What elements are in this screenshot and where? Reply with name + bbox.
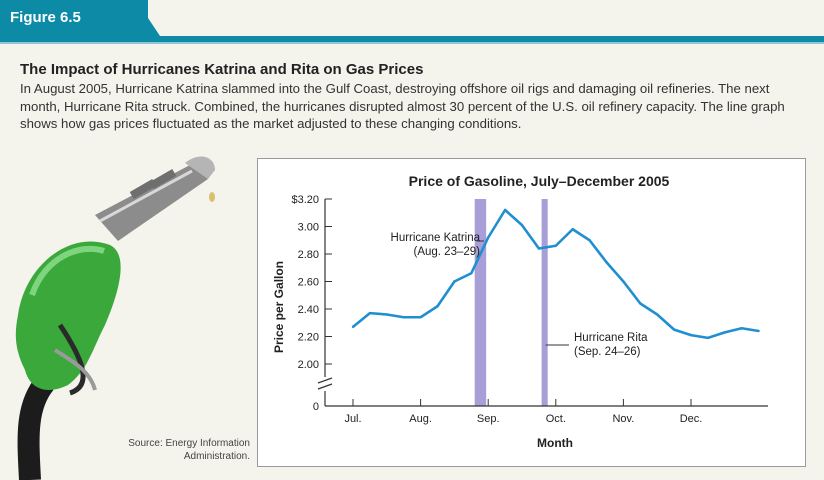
- price-point: [740, 327, 743, 330]
- event-band-0: [474, 199, 487, 406]
- price-line: [352, 208, 759, 340]
- gas-nozzle-icon: [15, 156, 215, 480]
- rita-dates: (Sep. 24–26): [574, 346, 641, 358]
- price-point: [639, 302, 642, 305]
- price-point: [368, 311, 372, 315]
- price-point: [453, 280, 456, 283]
- price-point: [351, 325, 355, 329]
- gas-price-line-chart: Price of Gasoline, July–December 2005 Pr…: [272, 173, 768, 450]
- figure-tab-label: Figure 6.5: [10, 9, 81, 26]
- price-point: [588, 239, 591, 242]
- katrina-label: Hurricane Katrina: [391, 232, 481, 244]
- price-point: [402, 316, 405, 319]
- y-tick-label: 3.00: [298, 222, 319, 234]
- x-tick-label: Nov.: [612, 413, 634, 425]
- price-point: [520, 223, 524, 227]
- figure-tab: Figure 6.5: [0, 0, 148, 36]
- axis-break-mark: [317, 377, 333, 390]
- price-point: [419, 316, 422, 319]
- y-tick-label: 2.60: [298, 277, 319, 289]
- y-axis-label: Price per Gallon: [272, 261, 286, 353]
- price-point: [436, 305, 439, 308]
- x-tick-label: Aug.: [409, 413, 432, 425]
- y-tick-label: 2.80: [298, 249, 319, 261]
- header-band: [0, 36, 824, 42]
- figure-intro: In August 2005, Hurricane Katrina slamme…: [20, 81, 785, 131]
- price-point: [470, 272, 473, 275]
- source-line-2: Administration.: [183, 451, 250, 462]
- katrina-dates: (Aug. 23–29): [414, 246, 481, 258]
- price-point: [706, 336, 710, 340]
- price-point: [554, 244, 557, 247]
- rita-label: Hurricane Rita: [574, 332, 648, 344]
- x-tick-label: Oct.: [546, 413, 566, 425]
- price-point: [656, 313, 659, 316]
- price-point: [622, 280, 625, 283]
- x-tick-label: Jul.: [344, 413, 361, 425]
- price-point: [487, 236, 490, 239]
- price-point: [723, 331, 726, 334]
- y-tick-label: 0: [313, 401, 319, 413]
- header-band-light: [0, 42, 824, 44]
- price-point: [689, 333, 693, 337]
- source-line-1: Source: Energy Information: [128, 438, 250, 449]
- chart-title: Price of Gasoline, July–December 2005: [409, 173, 670, 189]
- y-tick-label: 2.20: [298, 332, 319, 344]
- y-tick-label: 2.00: [298, 359, 319, 371]
- price-point: [757, 329, 760, 333]
- event-band-1: [541, 199, 548, 406]
- figure-heading: The Impact of Hurricanes Katrina and Rit…: [20, 61, 424, 78]
- figure-tab-edge: [136, 0, 160, 36]
- price-point: [605, 261, 608, 264]
- price-point: [537, 247, 541, 250]
- x-axis-label: Month: [537, 436, 573, 450]
- y-tick-label: $3.20: [291, 194, 319, 206]
- price-point: [672, 328, 676, 331]
- chart-panel: Price of Gasoline, July–December 2005 Pr…: [257, 158, 806, 467]
- price-point: [385, 313, 388, 316]
- x-tick-label: Sep.: [477, 413, 500, 425]
- source-note: Source: Energy Information Administratio…: [60, 437, 250, 463]
- price-point: [571, 228, 574, 231]
- price-point: [503, 208, 507, 212]
- x-tick-label: Dec.: [680, 413, 703, 425]
- y-tick-label: 2.40: [298, 304, 319, 316]
